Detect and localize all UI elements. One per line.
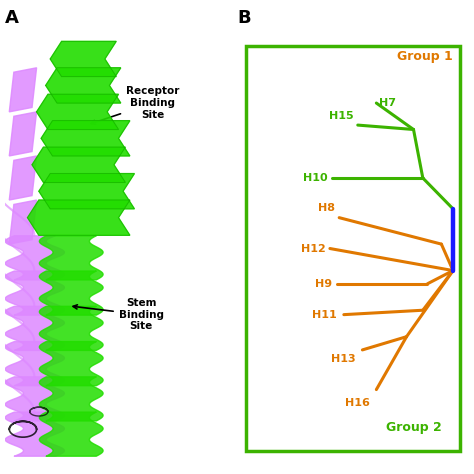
Polygon shape (32, 147, 125, 182)
Text: Group 1: Group 1 (397, 50, 453, 63)
Text: H12: H12 (301, 244, 325, 254)
Text: H16: H16 (345, 398, 369, 409)
Text: A: A (5, 9, 18, 27)
Text: Group 2: Group 2 (386, 420, 441, 434)
Polygon shape (50, 41, 116, 77)
Text: H10: H10 (303, 173, 328, 183)
FancyBboxPatch shape (246, 46, 460, 451)
Polygon shape (46, 68, 121, 103)
Polygon shape (39, 173, 135, 209)
Polygon shape (41, 121, 130, 156)
Polygon shape (27, 200, 130, 235)
Polygon shape (9, 68, 36, 112)
Polygon shape (9, 200, 36, 244)
Text: B: B (237, 9, 251, 27)
Polygon shape (36, 94, 118, 129)
Text: H8: H8 (318, 203, 335, 213)
Text: Stem
Binding
Site: Stem Binding Site (73, 298, 164, 331)
Polygon shape (9, 112, 36, 156)
Text: H15: H15 (328, 111, 353, 121)
Text: H7: H7 (379, 98, 396, 108)
Text: H11: H11 (312, 310, 337, 319)
Text: H9: H9 (315, 279, 332, 289)
Text: H13: H13 (331, 355, 356, 365)
Polygon shape (9, 156, 36, 200)
Text: Receptor
Binding
Site: Receptor Binding Site (91, 86, 179, 124)
